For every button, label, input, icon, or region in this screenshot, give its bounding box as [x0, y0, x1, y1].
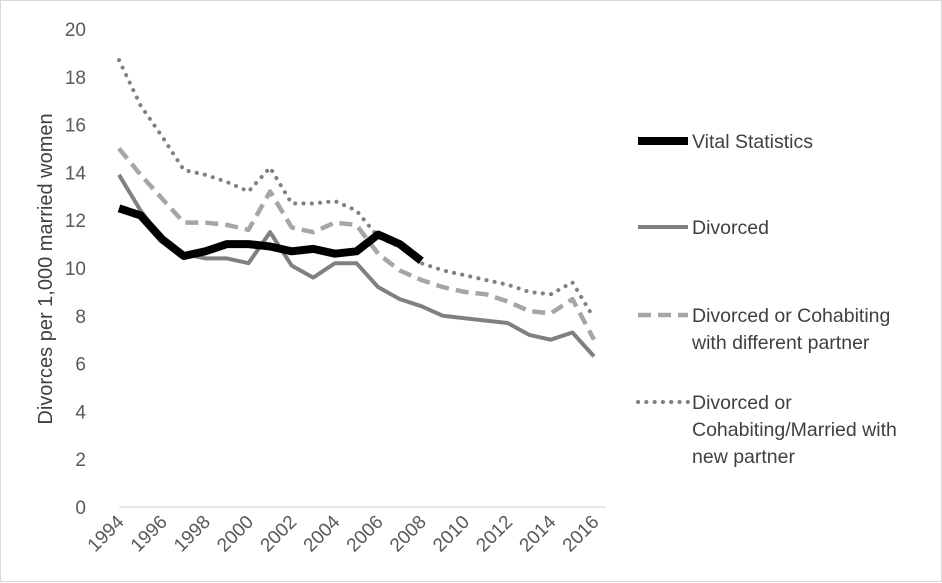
legend-item: Vital Statistics [638, 131, 813, 153]
x-tick-label: 2004 [300, 511, 345, 556]
series-lines [117, 58, 596, 358]
x-axis-ticks: 1994199619982000200220042006200820102012… [84, 511, 604, 556]
legend-label: Divorced or [692, 392, 792, 414]
x-tick-label: 2014 [516, 511, 561, 556]
legend-item: Divorced or Cohabiting with different par… [638, 305, 890, 354]
x-tick-label: 2010 [429, 512, 474, 557]
x-tick-label: 2002 [257, 512, 302, 557]
legend-label: Vital Statistics [692, 131, 813, 153]
y-tick-label: 14 [65, 163, 87, 184]
y-tick-label: 6 [75, 355, 86, 376]
legend: Vital Statistics Divorced Divorced or Coha… [636, 131, 897, 468]
x-tick-label: 1998 [170, 512, 215, 557]
series-line-3 [117, 58, 596, 321]
x-tick-label: 2006 [343, 512, 388, 557]
y-tick-label: 2 [75, 450, 86, 471]
series-line-0 [117, 204, 424, 264]
x-tick-label: 2008 [386, 512, 431, 557]
legend-label: Divorced or Cohabiting [692, 305, 890, 327]
y-tick-label: 4 [75, 402, 86, 423]
series-line-1 [117, 173, 596, 358]
y-tick-label: 16 [65, 116, 86, 137]
legend-label: Cohabiting/Married with [692, 419, 897, 441]
y-tick-label: 20 [65, 20, 86, 41]
x-tick-label: 1994 [84, 511, 129, 556]
series-line-2 [117, 147, 596, 341]
y-tick-label: 18 [65, 68, 86, 89]
legend-item: Divorced [638, 217, 769, 239]
x-tick-label: 2016 [559, 512, 604, 557]
x-tick-label: 2012 [472, 512, 517, 557]
y-tick-label: 12 [65, 211, 86, 232]
x-tick-label: 1996 [127, 512, 172, 557]
legend-label: Divorced [692, 217, 769, 239]
x-tick-label: 2000 [213, 512, 258, 557]
y-tick-label: 0 [75, 498, 86, 519]
y-tick-label: 10 [65, 259, 86, 280]
legend-label: new partner [692, 446, 795, 468]
y-tick-label: 8 [75, 307, 86, 328]
y-axis-ticks: 0 2 4 6 8 10 12 14 16 18 20 [65, 20, 87, 519]
legend-item: Divorced or Cohabiting/Married with new pa… [636, 392, 897, 468]
legend-label: with different partner [691, 332, 870, 354]
y-axis-title: Divorces per 1,000 married women [35, 113, 57, 424]
